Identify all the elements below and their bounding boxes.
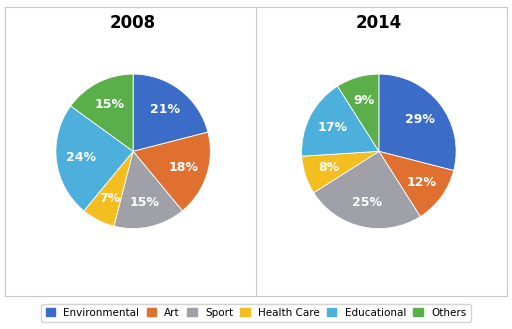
Wedge shape [379, 74, 456, 170]
Text: 29%: 29% [406, 113, 435, 126]
Wedge shape [56, 106, 133, 211]
Wedge shape [379, 151, 454, 216]
Text: 25%: 25% [352, 196, 382, 209]
Wedge shape [302, 151, 379, 193]
Text: 21%: 21% [151, 103, 180, 116]
Text: 7%: 7% [99, 192, 120, 205]
Wedge shape [337, 74, 379, 151]
Wedge shape [71, 74, 133, 151]
Text: 15%: 15% [130, 196, 160, 209]
Wedge shape [314, 151, 420, 229]
Text: 15%: 15% [94, 98, 124, 111]
Text: 8%: 8% [318, 161, 339, 174]
Title: 2008: 2008 [110, 14, 156, 32]
Wedge shape [114, 151, 182, 229]
Wedge shape [133, 132, 210, 211]
Wedge shape [302, 86, 379, 156]
Wedge shape [84, 151, 133, 226]
Text: 9%: 9% [354, 94, 375, 107]
Text: 17%: 17% [317, 121, 347, 134]
Legend: Environmental, Art, Sport, Health Care, Educational, Others: Environmental, Art, Sport, Health Care, … [41, 304, 471, 322]
Text: 24%: 24% [66, 151, 96, 164]
Text: 18%: 18% [168, 161, 198, 174]
Wedge shape [133, 74, 208, 151]
Title: 2014: 2014 [356, 14, 402, 32]
Text: 12%: 12% [407, 176, 436, 189]
